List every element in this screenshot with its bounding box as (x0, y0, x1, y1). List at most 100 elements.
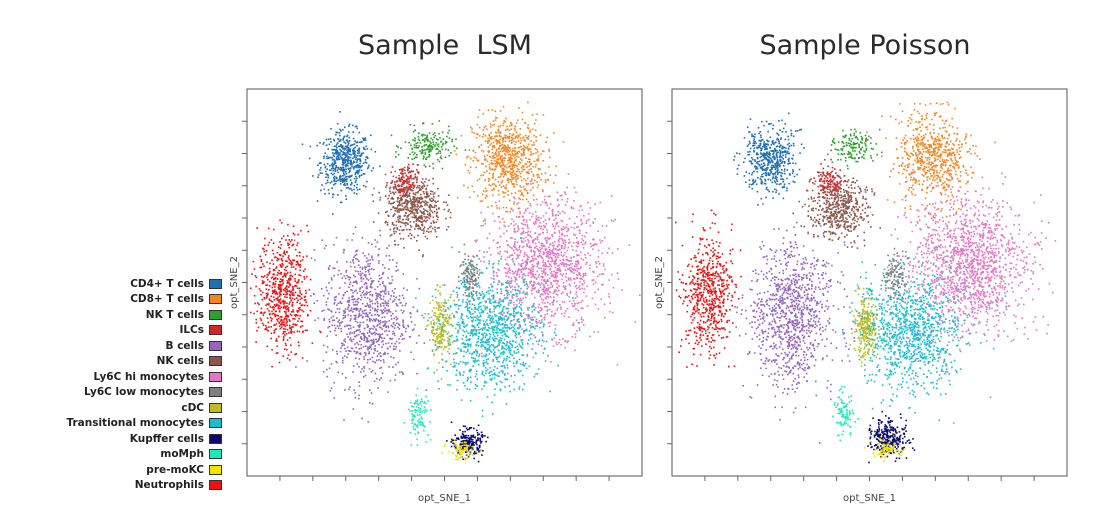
data-point (463, 286, 466, 288)
data-point (510, 139, 513, 142)
data-point (534, 258, 536, 260)
data-point (491, 124, 494, 127)
data-point (370, 348, 373, 350)
data-point (434, 230, 437, 233)
data-point (371, 339, 373, 342)
data-point (503, 232, 505, 235)
data-point (359, 308, 362, 310)
data-point (514, 252, 516, 254)
data-point (407, 178, 410, 180)
data-point (342, 158, 344, 160)
data-point (399, 225, 402, 228)
data-point (521, 118, 524, 121)
data-point (540, 293, 543, 295)
data-point (372, 221, 375, 223)
data-point (347, 148, 350, 150)
data-point (330, 277, 333, 279)
data-point (493, 145, 495, 147)
data-point (563, 301, 566, 303)
data-point (489, 327, 491, 330)
data-point (353, 331, 356, 333)
data-point (361, 272, 364, 275)
data-point (489, 123, 492, 125)
data-point (484, 300, 487, 303)
data-point (356, 127, 358, 130)
data-point (437, 187, 439, 190)
data-point (369, 263, 371, 265)
data-point (502, 168, 505, 171)
data-point (549, 277, 551, 280)
data-point (498, 344, 500, 346)
data-point (404, 223, 406, 225)
data-point (511, 138, 514, 140)
data-point (409, 336, 412, 338)
data-point (412, 153, 415, 156)
data-point (377, 212, 380, 214)
data-point (353, 274, 355, 277)
data-point (545, 281, 548, 283)
data-point (472, 160, 475, 162)
data-point (539, 295, 542, 298)
data-point (346, 160, 349, 163)
data-point (379, 296, 381, 299)
data-point (408, 194, 410, 196)
data-point (381, 333, 384, 335)
data-point (526, 291, 528, 294)
data-point (421, 135, 424, 137)
data-point (536, 270, 539, 272)
data-point (500, 290, 502, 292)
data-point (436, 284, 439, 286)
data-point (491, 326, 493, 328)
data-point (409, 123, 412, 126)
data-point (521, 192, 523, 194)
data-point (482, 329, 484, 331)
data-point (347, 350, 350, 352)
data-point (361, 368, 363, 370)
data-point (549, 252, 551, 254)
data-point (505, 263, 507, 265)
data-point (437, 342, 440, 344)
data-point (509, 161, 512, 164)
data-point (393, 230, 395, 233)
data-point (343, 153, 345, 155)
data-point (572, 233, 575, 236)
data-point (462, 382, 465, 384)
data-point (540, 282, 543, 285)
data-point (499, 162, 501, 164)
data-point (510, 280, 513, 283)
data-point (531, 287, 534, 289)
data-point (421, 314, 423, 317)
data-point (411, 177, 413, 180)
data-point (439, 313, 442, 316)
data-point (422, 133, 424, 136)
data-point (506, 282, 508, 284)
data-point (413, 157, 415, 160)
data-point (326, 346, 329, 348)
data-point (350, 154, 352, 156)
data-point (519, 335, 522, 338)
data-point (354, 254, 356, 257)
data-point (529, 281, 531, 283)
data-point (444, 320, 447, 322)
data-point (391, 275, 393, 278)
data-point (544, 291, 546, 293)
data-point (421, 216, 423, 219)
data-point (532, 166, 535, 168)
data-point (397, 184, 400, 186)
data-point (409, 209, 412, 212)
data-point (407, 235, 410, 237)
data-point (421, 218, 423, 220)
data-point (584, 274, 587, 277)
data-point (416, 225, 418, 227)
data-point (486, 160, 489, 163)
data-point (372, 341, 374, 344)
data-point (542, 253, 545, 256)
data-point (565, 241, 567, 244)
data-point (512, 209, 514, 212)
data-point (355, 346, 357, 349)
data-point (358, 170, 360, 172)
data-point (334, 170, 337, 172)
data-point (517, 146, 520, 149)
data-point (349, 324, 352, 327)
data-point (531, 275, 534, 277)
